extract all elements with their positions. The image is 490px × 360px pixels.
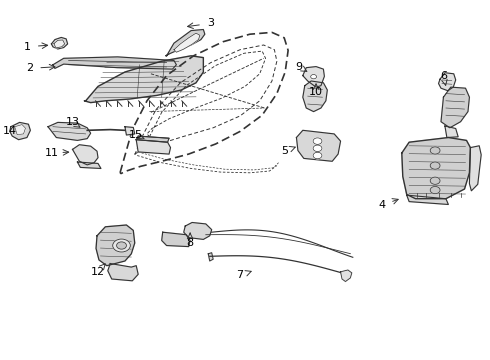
Text: 15: 15 [129, 130, 143, 140]
Polygon shape [439, 73, 456, 91]
Polygon shape [162, 232, 190, 247]
Polygon shape [53, 57, 176, 69]
Polygon shape [51, 37, 68, 49]
Text: 8: 8 [187, 238, 194, 248]
Text: 7: 7 [237, 270, 244, 280]
Polygon shape [445, 126, 458, 138]
Text: 12: 12 [91, 267, 105, 277]
Polygon shape [174, 33, 200, 52]
Text: 5: 5 [281, 146, 288, 156]
Polygon shape [296, 130, 341, 161]
Circle shape [430, 186, 440, 194]
Polygon shape [10, 122, 30, 140]
Polygon shape [303, 67, 324, 87]
Text: 3: 3 [207, 18, 214, 28]
Text: 14: 14 [3, 126, 17, 136]
Polygon shape [407, 195, 448, 204]
Circle shape [117, 242, 126, 249]
Circle shape [311, 75, 317, 79]
Polygon shape [77, 162, 101, 168]
Circle shape [430, 177, 440, 184]
Text: 11: 11 [45, 148, 58, 158]
Polygon shape [125, 127, 135, 135]
Polygon shape [303, 81, 327, 112]
Text: 13: 13 [66, 117, 79, 127]
Text: 9: 9 [295, 62, 302, 72]
Circle shape [430, 162, 440, 169]
Polygon shape [136, 136, 169, 142]
Polygon shape [341, 270, 352, 282]
Text: 4: 4 [379, 200, 386, 210]
Polygon shape [108, 264, 138, 281]
Polygon shape [73, 145, 98, 165]
Polygon shape [15, 125, 25, 135]
Text: 2: 2 [26, 63, 33, 73]
Text: 1: 1 [24, 42, 30, 52]
Polygon shape [96, 225, 135, 266]
Polygon shape [402, 138, 470, 199]
Circle shape [113, 239, 130, 252]
Polygon shape [441, 87, 469, 128]
Circle shape [313, 138, 322, 144]
Polygon shape [469, 146, 481, 191]
Text: 6: 6 [440, 71, 447, 81]
Polygon shape [84, 56, 203, 103]
Polygon shape [54, 40, 65, 48]
Circle shape [430, 147, 440, 154]
Polygon shape [166, 30, 205, 56]
Polygon shape [48, 122, 91, 140]
Circle shape [313, 145, 322, 152]
Text: 10: 10 [309, 87, 323, 97]
Circle shape [313, 152, 322, 159]
Polygon shape [184, 222, 212, 239]
Polygon shape [136, 140, 171, 154]
Polygon shape [208, 253, 213, 261]
